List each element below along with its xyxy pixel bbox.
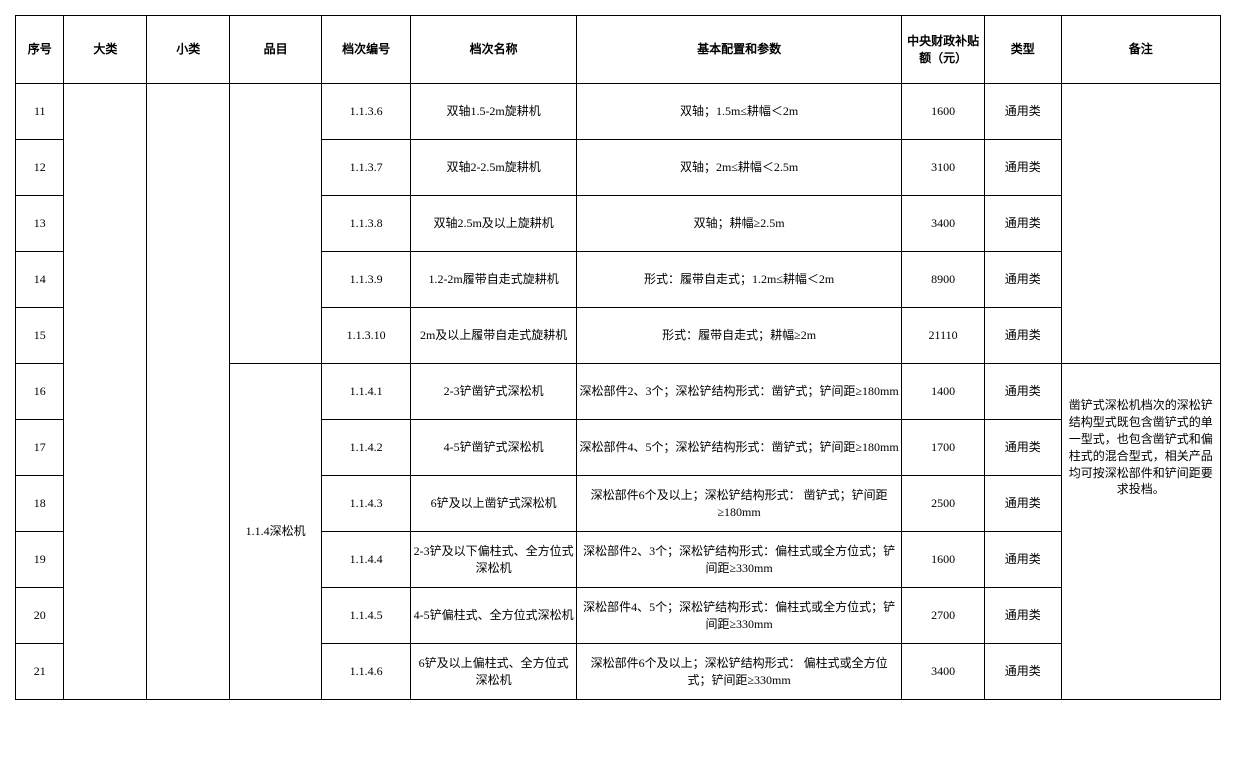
cell-name: 双轴2.5m及以上旋耕机	[411, 196, 577, 252]
cell-code: 1.1.4.6	[321, 644, 410, 700]
th-cat1: 大类	[64, 16, 147, 84]
cell-subsidy: 3400	[902, 644, 985, 700]
cell-type: 通用类	[985, 420, 1062, 476]
cell-subsidy: 3400	[902, 196, 985, 252]
cell-config: 双轴；2m≤耕幅＜2.5m	[577, 140, 902, 196]
cell-item: 1.1.4深松机	[230, 364, 322, 700]
cell-seq: 20	[16, 588, 64, 644]
cell-config: 深松部件4、5个；深松铲结构形式：凿铲式；铲间距≥180mm	[577, 420, 902, 476]
cell-name: 双轴2-2.5m旋耕机	[411, 140, 577, 196]
cell-name: 2m及以上履带自走式旋耕机	[411, 308, 577, 364]
cell-type: 通用类	[985, 252, 1062, 308]
cell-type: 通用类	[985, 364, 1062, 420]
cell-config: 形式：履带自走式；1.2m≤耕幅＜2m	[577, 252, 902, 308]
cell-code: 1.1.4.5	[321, 588, 410, 644]
cell-name: 1.2-2m履带自走式旋耕机	[411, 252, 577, 308]
cell-seq: 21	[16, 644, 64, 700]
cell-name: 4-5铲凿铲式深松机	[411, 420, 577, 476]
cell-name: 2-3铲凿铲式深松机	[411, 364, 577, 420]
cell-config: 双轴；1.5m≤耕幅＜2m	[577, 84, 902, 140]
cell-subsidy: 1700	[902, 420, 985, 476]
cell-item	[230, 84, 322, 364]
table-header-row: 序号 大类 小类 品目 档次编号 档次名称 基本配置和参数 中央财政补贴额（元）…	[16, 16, 1221, 84]
cell-code: 1.1.4.3	[321, 476, 410, 532]
cell-code: 1.1.3.9	[321, 252, 410, 308]
th-config: 基本配置和参数	[577, 16, 902, 84]
th-code: 档次编号	[321, 16, 410, 84]
cell-type: 通用类	[985, 588, 1062, 644]
cell-config: 双轴；耕幅≥2.5m	[577, 196, 902, 252]
cell-subsidy: 21110	[902, 308, 985, 364]
cell-type: 通用类	[985, 532, 1062, 588]
cell-config: 深松部件4、5个；深松铲结构形式：偏柱式或全方位式；铲间距≥330mm	[577, 588, 902, 644]
cell-seq: 15	[16, 308, 64, 364]
cell-code: 1.1.4.2	[321, 420, 410, 476]
cell-type: 通用类	[985, 84, 1062, 140]
th-item: 品目	[230, 16, 322, 84]
th-remark: 备注	[1061, 16, 1220, 84]
cell-seq: 14	[16, 252, 64, 308]
cell-config: 形式：履带自走式；耕幅≥2m	[577, 308, 902, 364]
cell-subsidy: 2500	[902, 476, 985, 532]
cell-config: 深松部件6个及以上；深松铲结构形式： 凿铲式；铲间距≥180mm	[577, 476, 902, 532]
cell-cat1	[64, 84, 147, 700]
cell-subsidy: 8900	[902, 252, 985, 308]
cell-type: 通用类	[985, 644, 1062, 700]
cell-config: 深松部件2、3个；深松铲结构形式：偏柱式或全方位式；铲间距≥330mm	[577, 532, 902, 588]
subsidy-table: 序号 大类 小类 品目 档次编号 档次名称 基本配置和参数 中央财政补贴额（元）…	[15, 15, 1221, 700]
cell-subsidy: 2700	[902, 588, 985, 644]
cell-subsidy: 1600	[902, 84, 985, 140]
th-name: 档次名称	[411, 16, 577, 84]
th-type: 类型	[985, 16, 1062, 84]
cell-subsidy: 3100	[902, 140, 985, 196]
cell-subsidy: 1600	[902, 532, 985, 588]
cell-type: 通用类	[985, 476, 1062, 532]
cell-subsidy: 1400	[902, 364, 985, 420]
cell-type: 通用类	[985, 140, 1062, 196]
cell-name: 4-5铲偏柱式、全方位式深松机	[411, 588, 577, 644]
cell-code: 1.1.4.1	[321, 364, 410, 420]
cell-code: 1.1.4.4	[321, 532, 410, 588]
cell-remark	[1061, 532, 1220, 700]
cell-cat2	[147, 84, 230, 700]
cell-remark	[1061, 84, 1220, 364]
cell-name: 双轴1.5-2m旋耕机	[411, 84, 577, 140]
cell-seq: 17	[16, 420, 64, 476]
cell-code: 1.1.3.10	[321, 308, 410, 364]
cell-config: 深松部件2、3个；深松铲结构形式：凿铲式；铲间距≥180mm	[577, 364, 902, 420]
cell-remark: 凿铲式深松机档次的深松铲结构型式既包含凿铲式的单一型式，也包含凿铲式和偏柱式的混…	[1061, 364, 1220, 532]
cell-seq: 11	[16, 84, 64, 140]
cell-seq: 13	[16, 196, 64, 252]
cell-code: 1.1.3.6	[321, 84, 410, 140]
cell-name: 6铲及以上偏柱式、全方位式深松机	[411, 644, 577, 700]
cell-name: 6铲及以上凿铲式深松机	[411, 476, 577, 532]
cell-type: 通用类	[985, 196, 1062, 252]
cell-config: 深松部件6个及以上；深松铲结构形式： 偏柱式或全方位式；铲间距≥330mm	[577, 644, 902, 700]
cell-code: 1.1.3.8	[321, 196, 410, 252]
th-cat2: 小类	[147, 16, 230, 84]
table-row: 11 1.1.3.6 双轴1.5-2m旋耕机 双轴；1.5m≤耕幅＜2m 160…	[16, 84, 1221, 140]
cell-seq: 12	[16, 140, 64, 196]
cell-seq: 18	[16, 476, 64, 532]
cell-code: 1.1.3.7	[321, 140, 410, 196]
cell-type: 通用类	[985, 308, 1062, 364]
th-subsidy: 中央财政补贴额（元）	[902, 16, 985, 84]
cell-seq: 16	[16, 364, 64, 420]
cell-seq: 19	[16, 532, 64, 588]
th-seq: 序号	[16, 16, 64, 84]
cell-name: 2-3铲及以下偏柱式、全方位式深松机	[411, 532, 577, 588]
